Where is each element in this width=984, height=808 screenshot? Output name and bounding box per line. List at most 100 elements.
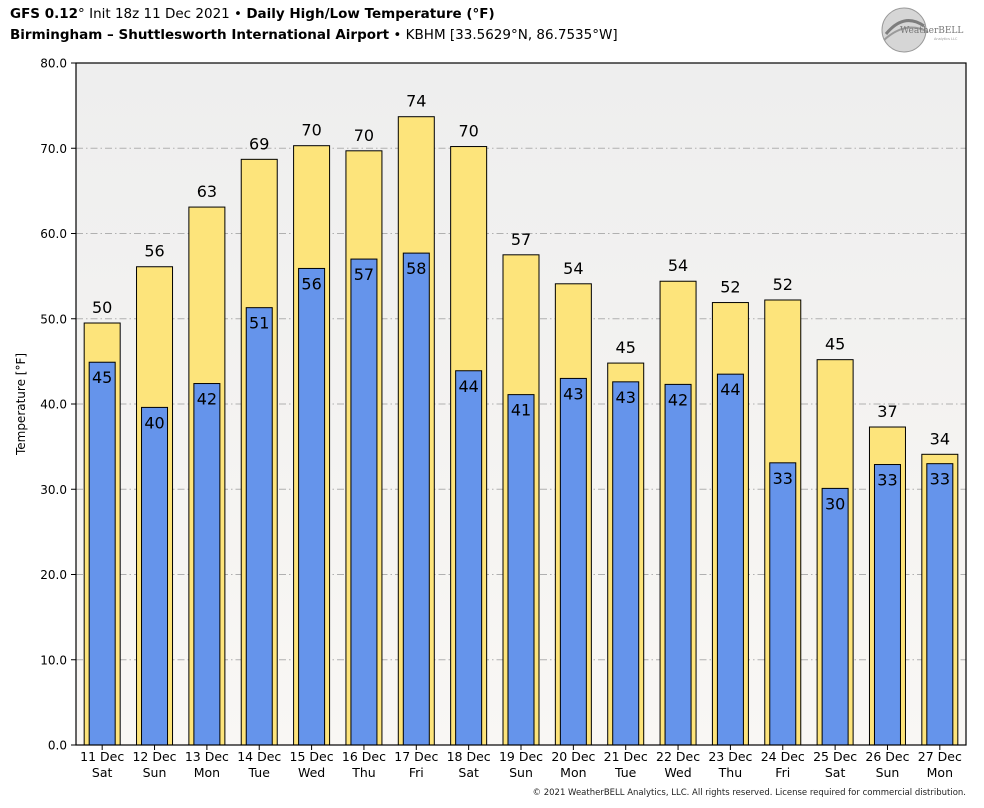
y-tick-label: 20.0 bbox=[40, 568, 67, 582]
low-temp-label: 42 bbox=[668, 390, 688, 409]
low-temp-label: 30 bbox=[825, 494, 845, 513]
low-temp-label: 51 bbox=[249, 314, 269, 333]
x-tick-label-day: Thu bbox=[351, 765, 375, 780]
high-temp-label: 54 bbox=[668, 256, 688, 275]
high-temp-label: 45 bbox=[825, 335, 845, 354]
low-temp-bar bbox=[926, 463, 954, 746]
low-temp-bar bbox=[664, 383, 692, 746]
low-temp-label: 45 bbox=[92, 368, 112, 387]
high-temp-label: 50 bbox=[92, 298, 112, 317]
weatherbell-logo: WeatherBELL Analytics LLC bbox=[881, 7, 963, 53]
x-tick-label-date: 11 Dec bbox=[80, 749, 124, 764]
x-tick-label-day: Sat bbox=[825, 765, 846, 780]
header-bullet: • bbox=[229, 6, 247, 22]
low-temp-bar bbox=[873, 464, 901, 746]
y-tick-label: 60.0 bbox=[40, 227, 67, 241]
low-temp-bar bbox=[559, 377, 587, 746]
x-tick-label-day: Sat bbox=[458, 765, 479, 780]
y-tick-label: 50.0 bbox=[40, 312, 67, 326]
x-tick-label-date: 17 Dec bbox=[394, 749, 438, 764]
low-temp-label: 40 bbox=[144, 413, 164, 432]
high-temp-label: 52 bbox=[720, 278, 740, 297]
high-temp-label: 56 bbox=[144, 242, 164, 261]
low-temp-label: 41 bbox=[511, 401, 531, 420]
init-time: Init 18z 11 Dec 2021 bbox=[84, 6, 230, 22]
high-temp-label: 63 bbox=[197, 182, 217, 201]
x-tick-label-day: Thu bbox=[718, 765, 742, 780]
high-temp-label: 57 bbox=[511, 230, 531, 249]
y-tick-label: 30.0 bbox=[40, 483, 67, 497]
x-tick-label-day: Sun bbox=[509, 765, 533, 780]
x-tick-label-date: 21 Dec bbox=[604, 749, 648, 764]
x-tick-label-date: 15 Dec bbox=[290, 749, 334, 764]
low-temp-label: 43 bbox=[616, 388, 636, 407]
high-temp-label: 52 bbox=[773, 275, 793, 294]
chart-header-line-1: GFS 0.12° Init 18z 11 Dec 2021 • Daily H… bbox=[10, 6, 495, 22]
x-tick-label-day: Fri bbox=[409, 765, 424, 780]
chart-header-line-2: Birmingham – Shuttlesworth International… bbox=[10, 27, 618, 43]
high-temp-label: 70 bbox=[354, 126, 374, 145]
low-temp-label: 33 bbox=[773, 469, 793, 488]
x-tick-label-day: Sat bbox=[92, 765, 113, 780]
copyright-notice: © 2021 WeatherBELL Analytics, LLC. All r… bbox=[532, 788, 966, 798]
x-tick-label-day: Sun bbox=[876, 765, 900, 780]
high-temp-label: 74 bbox=[406, 92, 426, 111]
low-temp-label: 44 bbox=[458, 377, 478, 396]
low-temp-bar bbox=[455, 370, 483, 746]
y-tick-label: 70.0 bbox=[40, 142, 67, 156]
low-temp-label: 43 bbox=[563, 384, 583, 403]
low-temp-bar bbox=[402, 252, 430, 746]
y-axis-label: Temperature [°F] bbox=[14, 353, 28, 456]
x-tick-label-date: 20 Dec bbox=[551, 749, 595, 764]
high-temp-label: 34 bbox=[930, 429, 950, 448]
y-tick-label: 0.0 bbox=[48, 739, 67, 753]
x-tick-label-day: Tue bbox=[614, 765, 637, 780]
low-temp-bar bbox=[350, 258, 378, 746]
low-temp-bar bbox=[821, 487, 849, 746]
x-tick-label-day: Wed bbox=[298, 765, 325, 780]
low-temp-bar bbox=[193, 383, 221, 746]
x-tick-label-date: 19 Dec bbox=[499, 749, 543, 764]
low-temp-label: 33 bbox=[877, 471, 897, 490]
high-temp-label: 70 bbox=[458, 122, 478, 141]
high-temp-label: 45 bbox=[616, 338, 636, 357]
degree-symbol: ° bbox=[78, 6, 85, 22]
low-temp-bar bbox=[769, 462, 797, 746]
x-tick-label-day: Sun bbox=[143, 765, 167, 780]
x-tick-label-date: 25 Dec bbox=[813, 749, 857, 764]
x-tick-label-day: Tue bbox=[248, 765, 271, 780]
low-temp-label: 42 bbox=[197, 390, 217, 409]
low-temp-label: 58 bbox=[406, 259, 426, 278]
x-tick-label-date: 18 Dec bbox=[447, 749, 491, 764]
high-temp-label: 54 bbox=[563, 259, 583, 278]
x-tick-label-date: 24 Dec bbox=[761, 749, 805, 764]
low-temp-bar bbox=[298, 267, 326, 746]
location-name: Birmingham – Shuttlesworth International… bbox=[10, 27, 390, 43]
x-tick-label-date: 23 Dec bbox=[708, 749, 752, 764]
station-info: • KBHM [33.5629°N, 86.7535°W] bbox=[389, 27, 618, 43]
y-axis: 0.0 10.0 20.0 30.0 40.0 50.0 60.0 70.0 80.0 bbox=[40, 57, 76, 753]
low-temp-bar bbox=[507, 394, 535, 746]
low-temp-label: 33 bbox=[930, 470, 950, 489]
y-tick-label: 80.0 bbox=[40, 57, 67, 71]
low-temp-bar bbox=[141, 406, 169, 746]
low-temp-label: 57 bbox=[354, 265, 374, 284]
x-tick-label-date: 26 Dec bbox=[865, 749, 909, 764]
chart-title: Daily High/Low Temperature (°F) bbox=[246, 6, 495, 22]
low-temp-bar bbox=[88, 361, 116, 746]
x-tick-label-day: Mon bbox=[560, 765, 586, 780]
y-tick-label: 10.0 bbox=[40, 653, 67, 667]
low-temp-bar bbox=[612, 381, 640, 746]
high-temp-label: 69 bbox=[249, 134, 269, 153]
high-temp-label: 37 bbox=[877, 402, 897, 421]
x-tick-label-day: Mon bbox=[927, 765, 953, 780]
low-temp-bar bbox=[245, 307, 273, 746]
bars-group bbox=[83, 116, 959, 746]
high-temp-label: 70 bbox=[301, 121, 321, 140]
x-tick-label-date: 22 Dec bbox=[656, 749, 700, 764]
x-tick-label-date: 12 Dec bbox=[132, 749, 176, 764]
low-temp-bar bbox=[716, 373, 744, 746]
low-temp-label: 44 bbox=[720, 380, 740, 399]
